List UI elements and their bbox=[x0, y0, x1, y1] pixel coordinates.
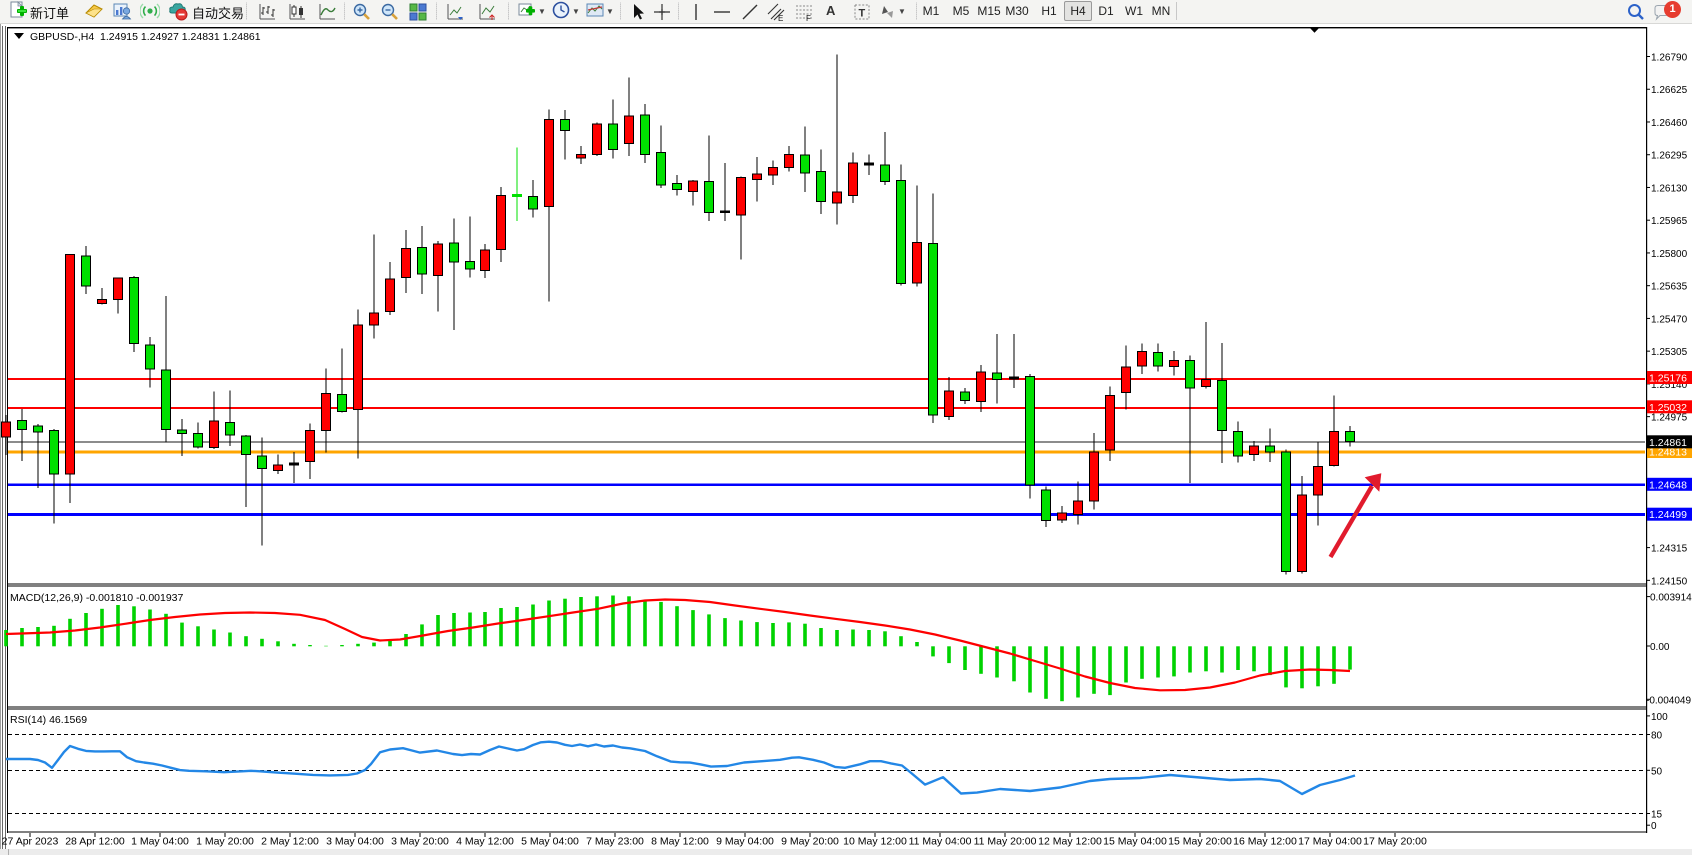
svg-text:3 May 04:00: 3 May 04:00 bbox=[326, 836, 384, 848]
svg-text:11 May 20:00: 11 May 20:00 bbox=[974, 836, 1037, 848]
svg-text:12 May 12:00: 12 May 12:00 bbox=[1038, 836, 1102, 848]
svg-text:1.25305: 1.25305 bbox=[1651, 347, 1688, 358]
svg-text:RSI(14) 46.1569: RSI(14) 46.1569 bbox=[10, 714, 87, 726]
svg-text:50: 50 bbox=[1651, 766, 1663, 777]
svg-text:1.26295: 1.26295 bbox=[1651, 151, 1688, 162]
svg-text:1.25800: 1.25800 bbox=[1651, 249, 1688, 260]
svg-text:1.26790: 1.26790 bbox=[1651, 53, 1688, 64]
svg-text:1.24861: 1.24861 bbox=[1649, 437, 1687, 449]
svg-text:28 Apr 12:00: 28 Apr 12:00 bbox=[65, 836, 125, 848]
svg-text:1.24315: 1.24315 bbox=[1651, 544, 1688, 555]
svg-text:1.24499: 1.24499 bbox=[1649, 509, 1687, 521]
svg-text:1.26460: 1.26460 bbox=[1651, 118, 1688, 129]
svg-text:16 May 12:00: 16 May 12:00 bbox=[1233, 836, 1297, 848]
svg-text:17 May 20:00: 17 May 20:00 bbox=[1363, 836, 1427, 848]
svg-text:T: T bbox=[859, 8, 866, 20]
svg-text:1.24150: 1.24150 bbox=[1651, 576, 1688, 587]
svg-text:GBPUSD-,H4 1.24915 1.24927 1.: GBPUSD-,H4 1.24915 1.24927 1.24831 1.248… bbox=[30, 31, 261, 43]
svg-text:0.003914: 0.003914 bbox=[1650, 593, 1692, 604]
svg-text:15 May 20:00: 15 May 20:00 bbox=[1168, 836, 1232, 848]
svg-text:1.24648: 1.24648 bbox=[1649, 479, 1687, 491]
svg-text:7 May 23:00: 7 May 23:00 bbox=[586, 836, 644, 848]
svg-text:11 May 04:00: 11 May 04:00 bbox=[909, 836, 972, 848]
svg-text:1 May 20:00: 1 May 20:00 bbox=[196, 836, 254, 848]
svg-text:E: E bbox=[778, 14, 783, 22]
svg-text:1.24813: 1.24813 bbox=[1649, 447, 1687, 459]
svg-text:1.25470: 1.25470 bbox=[1651, 314, 1688, 325]
svg-text:0: 0 bbox=[1651, 821, 1657, 832]
svg-text:27 Apr 2023: 27 Apr 2023 bbox=[2, 836, 59, 848]
svg-text:15 May 04:00: 15 May 04:00 bbox=[1103, 836, 1167, 848]
svg-text:F: F bbox=[806, 14, 811, 22]
svg-text:1.25965: 1.25965 bbox=[1651, 216, 1688, 227]
svg-text:9 May 04:00: 9 May 04:00 bbox=[716, 836, 774, 848]
svg-text:0.00: 0.00 bbox=[1650, 642, 1670, 653]
svg-text:1.25032: 1.25032 bbox=[1649, 402, 1687, 414]
svg-text:100: 100 bbox=[1651, 712, 1668, 723]
svg-text:1.26130: 1.26130 bbox=[1651, 183, 1688, 194]
svg-text:1.25176: 1.25176 bbox=[1649, 373, 1687, 385]
svg-text:80: 80 bbox=[1651, 731, 1663, 742]
svg-text:4 May 12:00: 4 May 12:00 bbox=[456, 836, 514, 848]
svg-text:17 May 04:00: 17 May 04:00 bbox=[1298, 836, 1362, 848]
svg-text:9 May 20:00: 9 May 20:00 bbox=[781, 836, 839, 848]
svg-text:-0.004049: -0.004049 bbox=[1646, 695, 1691, 706]
svg-text:3 May 20:00: 3 May 20:00 bbox=[391, 836, 449, 848]
svg-text:1.24975: 1.24975 bbox=[1651, 413, 1688, 424]
svg-text:MACD(12,26,9) -0.001810 -0.001: MACD(12,26,9) -0.001810 -0.001937 bbox=[10, 592, 184, 604]
svg-text:2 May 12:00: 2 May 12:00 bbox=[261, 836, 319, 848]
svg-text:5 May 04:00: 5 May 04:00 bbox=[521, 836, 579, 848]
svg-text:8 May 12:00: 8 May 12:00 bbox=[651, 836, 709, 848]
svg-text:10 May 12:00: 10 May 12:00 bbox=[843, 836, 907, 848]
svg-text:15: 15 bbox=[1651, 810, 1663, 821]
svg-text:1 May 04:00: 1 May 04:00 bbox=[131, 836, 189, 848]
svg-text:1.25140: 1.25140 bbox=[1651, 380, 1688, 391]
svg-text:1.26625: 1.26625 bbox=[1651, 85, 1688, 96]
svg-text:1.25635: 1.25635 bbox=[1651, 282, 1688, 293]
